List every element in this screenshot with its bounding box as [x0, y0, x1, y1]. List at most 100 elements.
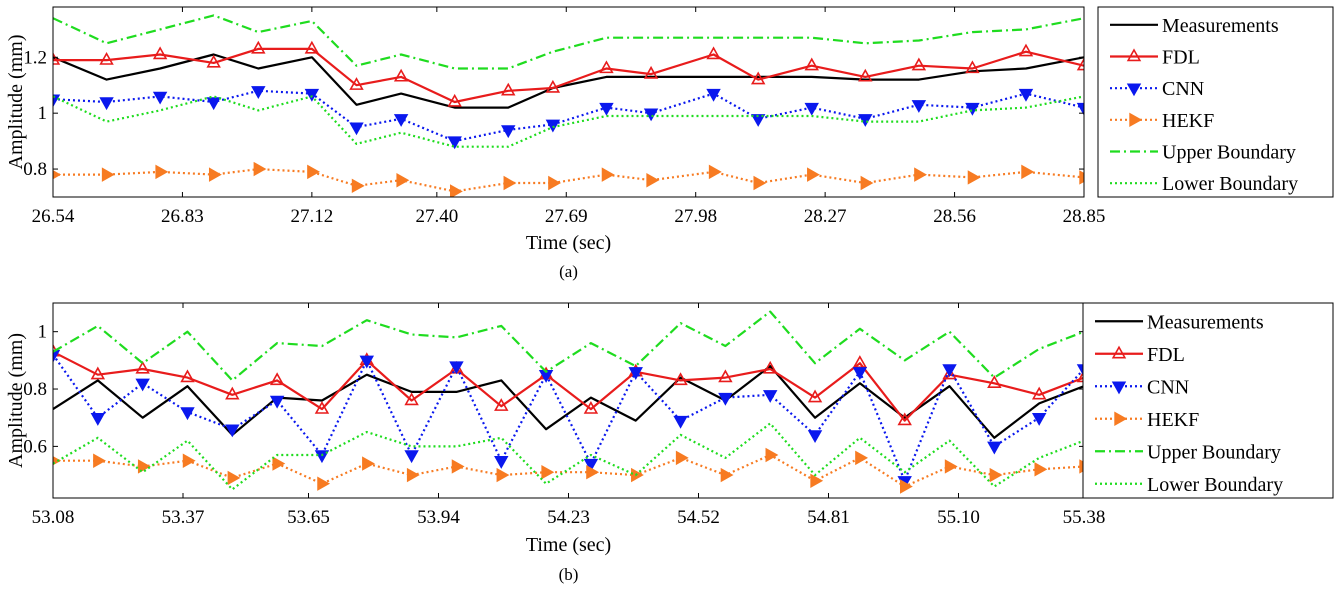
data-point-hekf-13 [708, 164, 722, 180]
data-point-fdl-20 [1076, 57, 1084, 71]
data-point-fdl-6 [349, 77, 364, 90]
data-point-cnn-21 [987, 441, 1002, 455]
data-point-cnn-8 [447, 136, 462, 150]
legend-marker [1111, 345, 1127, 359]
data-point-hekf-2 [155, 164, 169, 180]
data-point-hekf-15 [807, 167, 820, 182]
series-line-upper-boundary [53, 310, 1084, 382]
series-line-cnn [53, 353, 1084, 482]
data-point-fdl-3 [180, 369, 195, 383]
y-axis-label: Amplitude (mm) [5, 333, 27, 468]
x-tick-label: 28.27 [804, 206, 847, 227]
series-line-lower-boundary [53, 95, 1084, 148]
data-point-fdl-10 [545, 79, 561, 93]
legend-label: Upper Boundary [1162, 142, 1296, 164]
data-point-fdl-2 [135, 360, 150, 374]
y-tick-label: 1.2 [23, 47, 47, 68]
data-point-fdl-23 [1076, 369, 1084, 383]
data-point-cnn-2 [135, 378, 150, 392]
series-group [53, 14, 1084, 197]
data-point-fdl-17 [807, 389, 823, 403]
x-tick-label: 54.52 [677, 507, 720, 528]
data-point-fdl-16 [858, 68, 873, 82]
x-tick-label: 54.23 [547, 507, 590, 528]
data-point-fdl-19 [1018, 43, 1034, 57]
data-point-hekf-18 [855, 450, 869, 466]
data-point-cnn-22 [1031, 413, 1047, 426]
legend-label: Lower Boundary [1162, 173, 1298, 195]
data-point-cnn-3 [180, 407, 195, 421]
data-point-cnn-14 [673, 415, 688, 429]
panel-caption: (a) [559, 262, 578, 281]
series-line-lower-boundary [53, 422, 1084, 491]
data-point-hekf-21 [989, 467, 1003, 483]
data-point-hekf-1 [93, 453, 106, 468]
data-point-cnn-9 [501, 125, 516, 139]
data-point-hekf-7 [362, 456, 375, 471]
data-point-cnn-18 [965, 102, 980, 116]
data-point-cnn-15 [804, 102, 819, 116]
legend-label: HEKF [1147, 409, 1199, 431]
data-point-hekf-17 [914, 167, 927, 182]
data-point-hekf-11 [541, 464, 555, 480]
data-point-cnn-14 [750, 114, 766, 127]
data-point-hekf-1 [101, 167, 115, 182]
x-tick-label: 55.10 [937, 507, 980, 528]
data-point-cnn-10 [545, 119, 561, 133]
x-axis-label: Time (sec) [526, 232, 611, 254]
chart-panel-1: 53.08 53.37 53.65 53.94 54.23 54.52 54.81 55.10… [5, 302, 1334, 584]
data-point-cnn-4 [225, 424, 240, 438]
legend-marker [1111, 381, 1127, 395]
data-point-fdl-1 [99, 51, 114, 65]
data-point-fdl-18 [965, 60, 980, 74]
legend-marker [1114, 411, 1128, 426]
data-point-fdl-13 [706, 46, 721, 60]
data-point-fdl-0 [53, 51, 61, 65]
data-point-cnn-8 [404, 450, 419, 464]
data-point-fdl-4 [225, 386, 240, 400]
y-tick-label: 1 [38, 103, 48, 124]
x-tick-label: 27.40 [415, 206, 458, 227]
data-point-hekf-9 [503, 175, 517, 191]
data-point-cnn-6 [349, 122, 364, 136]
data-point-hekf-15 [720, 467, 734, 483]
data-point-cnn-0 [53, 349, 61, 363]
x-tick-label: 27.12 [290, 206, 333, 227]
data-point-cnn-12 [643, 108, 659, 122]
data-point-hekf-19 [1021, 164, 1035, 180]
data-point-cnn-15 [718, 392, 733, 406]
series-line-hekf [53, 453, 1084, 488]
data-point-fdl-8 [404, 392, 419, 406]
data-point-hekf-7 [396, 173, 410, 188]
data-point-hekf-14 [675, 450, 689, 466]
data-point-cnn-18 [852, 367, 868, 380]
data-point-fdl-12 [583, 400, 599, 414]
y-tick-label: 1 [38, 322, 48, 343]
data-point-cnn-17 [807, 430, 823, 444]
data-point-cnn-16 [762, 390, 778, 403]
data-point-cnn-1 [90, 413, 106, 426]
legend-marker [1126, 83, 1142, 97]
legend-marker [1126, 48, 1142, 62]
legend-marker [1129, 112, 1143, 128]
x-tick-label: 53.94 [417, 507, 460, 528]
legend-box [1082, 302, 1334, 499]
legend-label: CNN [1147, 376, 1189, 398]
series-line-cnn [53, 89, 1084, 143]
series-line-fdl [53, 350, 1084, 422]
data-point-fdl-7 [393, 68, 409, 82]
data-point-fdl-5 [269, 372, 285, 386]
data-point-hekf-17 [810, 473, 824, 489]
x-tick-label: 53.08 [32, 507, 75, 528]
data-point-hekf-12 [646, 173, 660, 188]
data-point-cnn-5 [269, 395, 285, 409]
x-tick-label: 28.85 [1063, 206, 1106, 227]
data-point-cnn-11 [599, 102, 614, 116]
data-point-cnn-20 [1076, 102, 1084, 116]
legend-label: Measurements [1147, 311, 1264, 333]
plot-frame [52, 6, 1085, 198]
data-point-hekf-20 [1079, 170, 1084, 185]
data-point-hekf-6 [317, 476, 331, 491]
series-line-fdl [53, 47, 1084, 104]
data-point-fdl-19 [897, 412, 912, 426]
